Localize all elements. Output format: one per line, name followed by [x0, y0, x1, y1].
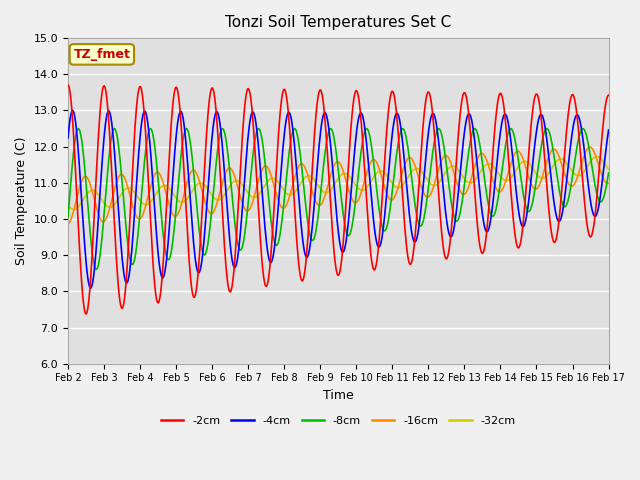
Title: Tonzi Soil Temperatures Set C: Tonzi Soil Temperatures Set C: [225, 15, 451, 30]
X-axis label: Time: Time: [323, 389, 354, 402]
Text: TZ_fmet: TZ_fmet: [74, 48, 131, 61]
Legend: -2cm, -4cm, -8cm, -16cm, -32cm: -2cm, -4cm, -8cm, -16cm, -32cm: [157, 411, 520, 431]
Y-axis label: Soil Temperature (C): Soil Temperature (C): [15, 137, 28, 265]
